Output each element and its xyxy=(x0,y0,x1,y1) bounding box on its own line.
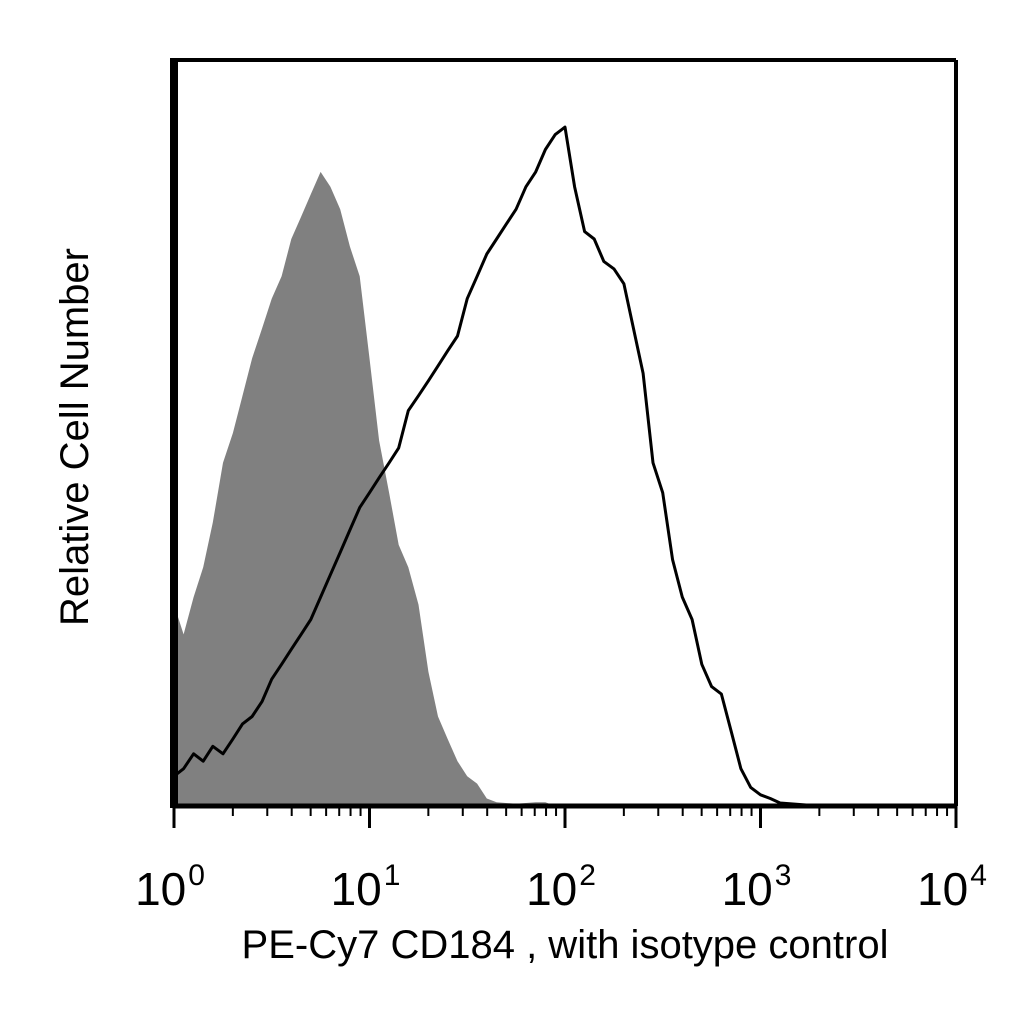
isotype-control-histogram xyxy=(174,171,556,806)
x-tick-label: 102 xyxy=(526,859,596,915)
x-tick-label: 104 xyxy=(917,859,987,915)
x-axis-ticks xyxy=(172,806,958,828)
cd184-stained-histogram xyxy=(173,125,820,808)
plot-frame xyxy=(170,58,958,809)
x-axis-label: PE-Cy7 CD184 , with isotype control xyxy=(242,923,889,967)
x-axis-tick-labels: 100 101 102 103 104 xyxy=(135,859,987,915)
x-tick-label: 100 xyxy=(135,859,205,915)
y-axis-label: Relative Cell Number xyxy=(53,248,97,626)
x-tick-label: 101 xyxy=(331,859,401,915)
plot-layer xyxy=(173,125,820,808)
x-tick-label: 103 xyxy=(722,859,792,915)
